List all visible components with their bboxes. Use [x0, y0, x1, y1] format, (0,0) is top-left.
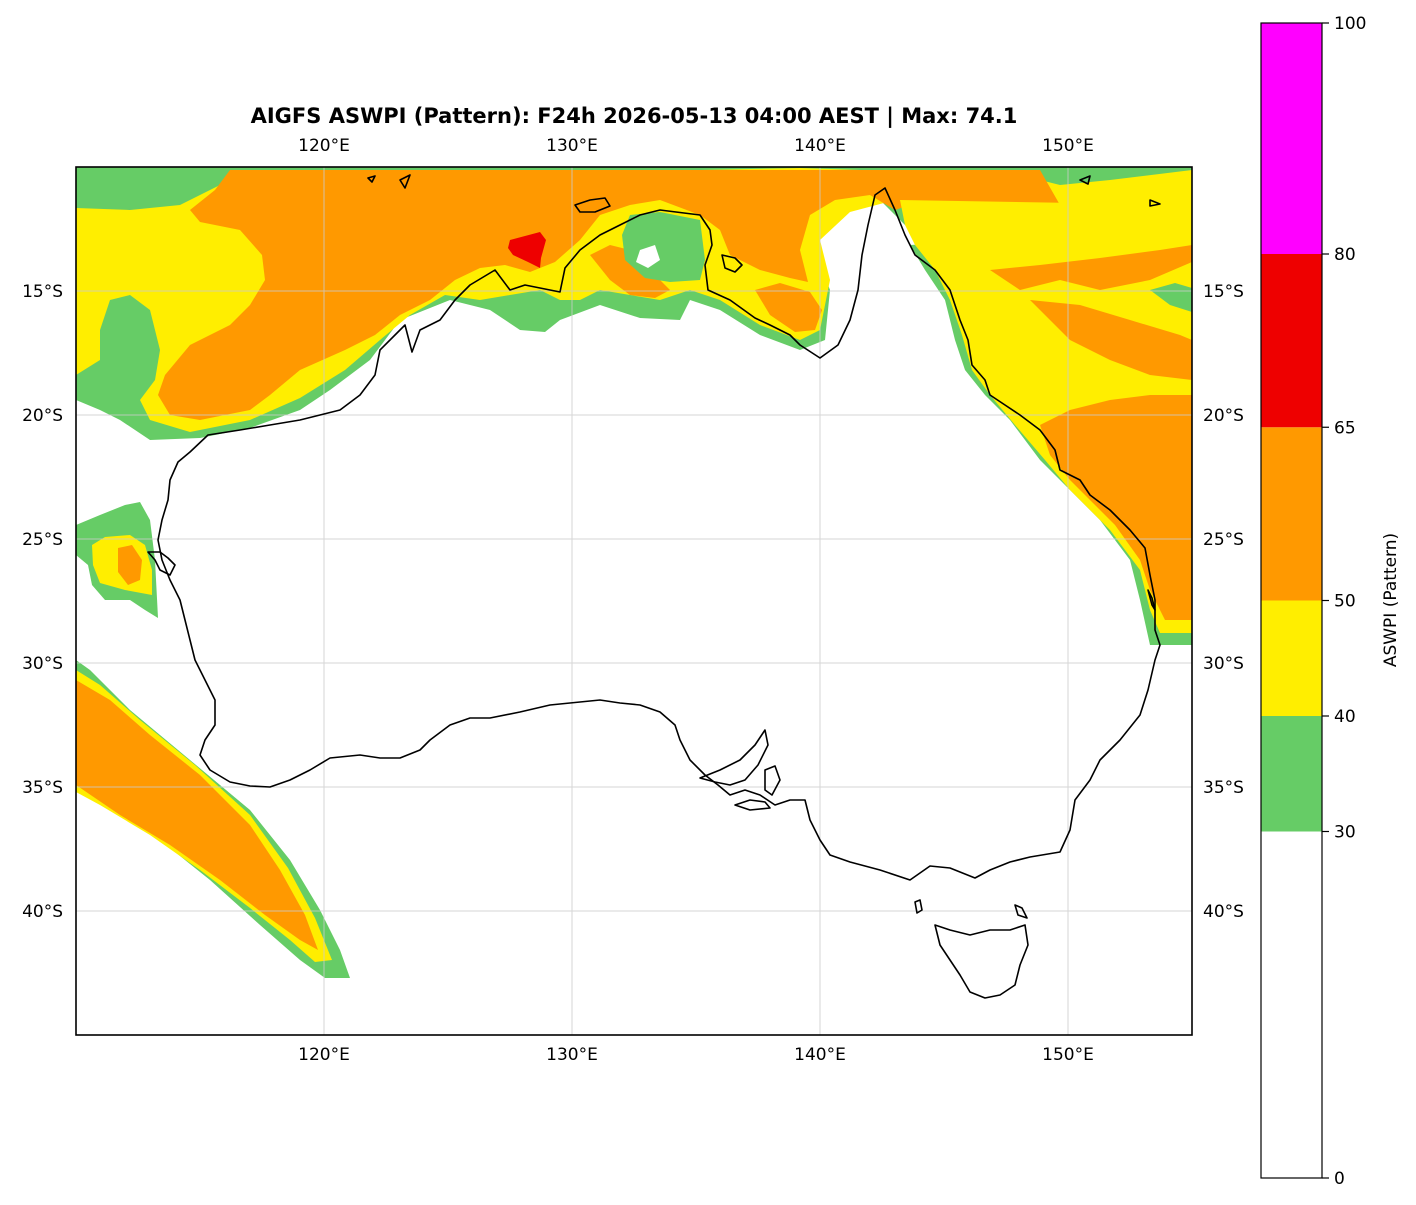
lon-tick-top-120: 120°E — [298, 136, 350, 156]
field-orange-ne-streak1 — [990, 245, 1192, 290]
colorbar-band-40-50 — [1261, 600, 1322, 716]
gridlines — [76, 167, 1192, 1035]
lat-tick-right-30: 30°S — [1203, 654, 1244, 674]
lon-tick-top-130: 130°E — [546, 136, 598, 156]
colorbar-band-50-65 — [1261, 427, 1322, 601]
colorbar-band-80-100 — [1261, 23, 1322, 254]
lat-tick-left-40: 40°S — [22, 902, 63, 922]
colorbar-tick-label-100: 100 — [1334, 14, 1366, 34]
map-title: AIGFS ASWPI (Pattern): F24h 2026-05-13 0… — [251, 104, 1018, 129]
map-area — [75, 166, 1193, 1036]
colorbar-tick-label-65: 65 — [1334, 418, 1356, 438]
lat-tick-right-25: 25°S — [1203, 530, 1244, 550]
lat-tick-left-30: 30°S — [22, 654, 63, 674]
coastline-fraser — [1147, 589, 1156, 611]
map-frame — [75, 166, 1193, 1036]
colorbar-band-30-40 — [1261, 716, 1322, 832]
lat-tick-right-40: 40°S — [1203, 902, 1244, 922]
lon-tick-bottom-120: 120°E — [298, 1045, 350, 1065]
lat-tick-left-15: 15°S — [22, 282, 63, 302]
colorbar-ticks: 0 30 40 50 65 80 100 — [1322, 14, 1366, 1189]
coastline-king-island — [914, 899, 923, 914]
coastline-tasmania — [934, 924, 1029, 999]
coastline-melville — [574, 197, 611, 213]
lat-tick-left-35: 35°S — [22, 778, 63, 798]
lon-tick-top-140: 140°E — [794, 136, 846, 156]
lat-tick-left-25: 25°S — [22, 530, 63, 550]
coastlines — [147, 174, 1161, 999]
coastline-australia — [157, 187, 1161, 881]
colorbar-tick-label-50: 50 — [1334, 592, 1356, 612]
colorbar-tick-label-40: 40 — [1334, 707, 1356, 727]
colorbar-band-0-30 — [1261, 831, 1322, 1178]
lat-tick-right-20: 20°S — [1203, 406, 1244, 426]
lat-tick-right-15: 15°S — [1203, 282, 1244, 302]
field-orange-north — [158, 170, 1060, 420]
field-green-ne-spot — [1150, 283, 1192, 312]
colorbar-tick-label-30: 30 — [1334, 823, 1356, 843]
lat-tick-left-20: 20°S — [22, 406, 63, 426]
aswpi-field — [76, 167, 1192, 978]
lon-tick-bottom-140: 140°E — [794, 1045, 846, 1065]
colorbar: 0 30 40 50 65 80 100 ASWPI (Pattern) — [1260, 14, 1401, 1189]
field-orange-west — [118, 545, 142, 585]
lon-tick-bottom-150: 150°E — [1042, 1045, 1094, 1065]
field-orange-pocket — [590, 245, 670, 298]
coastline-eyre-peninsula — [699, 729, 769, 786]
colorbar-bands — [1261, 23, 1322, 1178]
field-orange-cape — [755, 283, 822, 332]
coastline-flinders-island — [1014, 904, 1028, 919]
colorbar-tick-label-0: 0 — [1334, 1169, 1345, 1189]
colorbar-label: ASWPI (Pattern) — [1381, 533, 1401, 667]
colorbar-band-65-80 — [1261, 254, 1322, 428]
field-orange-ne — [1040, 395, 1192, 620]
field-orange-sw — [76, 680, 318, 950]
lat-tick-right-35: 35°S — [1203, 778, 1244, 798]
coastline-yorke-peninsula — [764, 765, 781, 796]
coastline-shark-bay — [147, 551, 176, 576]
coastline-groote — [721, 254, 743, 273]
colorbar-tick-label-80: 80 — [1334, 245, 1356, 265]
field-red-max — [508, 232, 546, 268]
field-white-gulf — [636, 245, 660, 268]
map-tick-labels: 120°E 130°E 140°E 150°E 120°E 130°E 140°… — [22, 136, 1244, 1065]
lon-tick-top-150: 150°E — [1042, 136, 1094, 156]
lon-tick-bottom-130: 130°E — [546, 1045, 598, 1065]
coastline-islands-north — [367, 174, 1161, 207]
field-orange-ne-streak2 — [1030, 300, 1192, 380]
coastline-kangaroo-island — [734, 799, 771, 811]
